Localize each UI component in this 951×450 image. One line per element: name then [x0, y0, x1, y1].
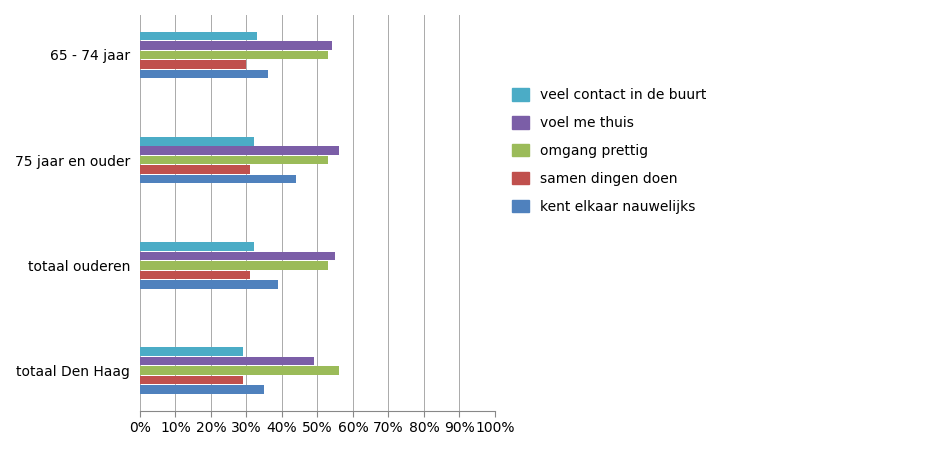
- Legend: veel contact in de buurt, voel me thuis, omgang prettig, samen dingen doen, kent: veel contact in de buurt, voel me thuis,…: [505, 81, 713, 221]
- Bar: [140, 60, 246, 69]
- Bar: [140, 385, 264, 394]
- Bar: [140, 280, 279, 288]
- Bar: [140, 357, 314, 365]
- Bar: [140, 376, 243, 384]
- Bar: [140, 261, 328, 270]
- Bar: [140, 242, 254, 251]
- Bar: [140, 175, 296, 184]
- Bar: [140, 252, 335, 260]
- Bar: [140, 156, 328, 164]
- Bar: [140, 166, 250, 174]
- Bar: [140, 137, 254, 145]
- Bar: [140, 146, 339, 155]
- Bar: [140, 70, 268, 78]
- Bar: [140, 32, 257, 40]
- Bar: [140, 51, 328, 59]
- Bar: [140, 347, 243, 356]
- Bar: [140, 366, 339, 375]
- Bar: [140, 270, 250, 279]
- Bar: [140, 41, 332, 50]
